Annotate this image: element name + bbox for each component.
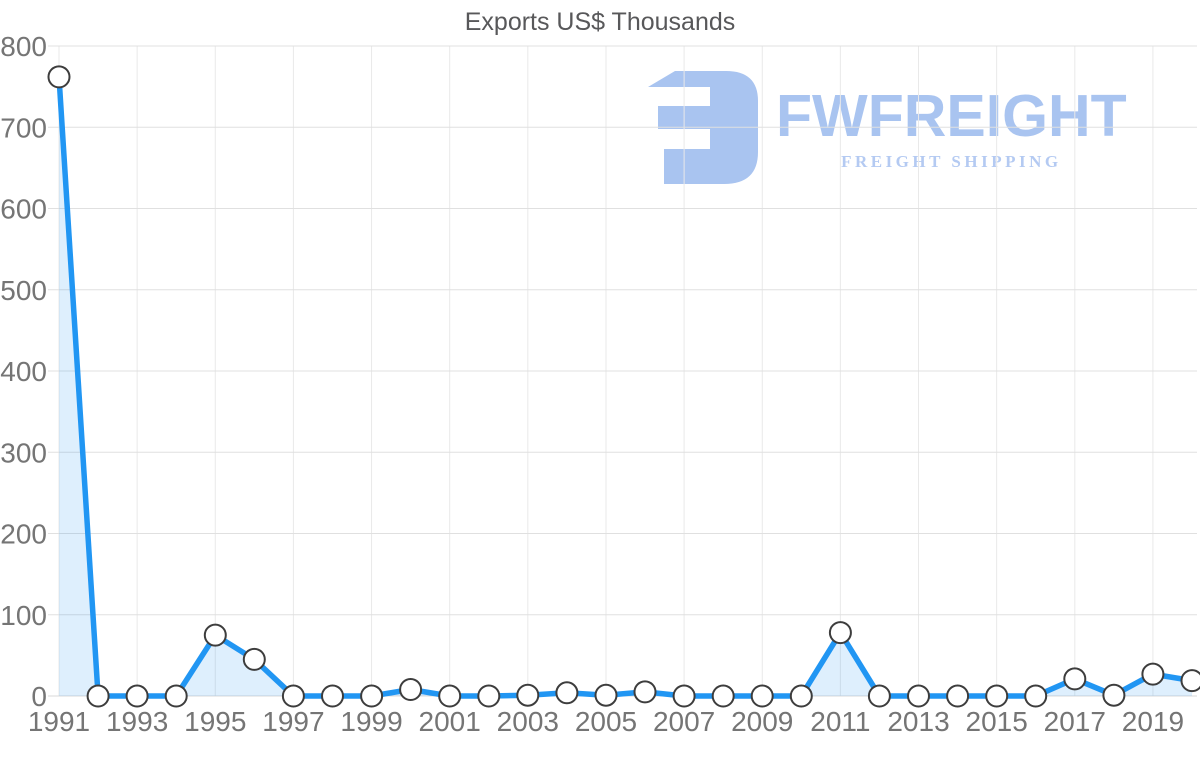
chart-element [1063,667,1087,691]
axis-tick-label: 2009 [731,706,793,737]
axis-tick-label: 1993 [106,706,168,737]
axis-tick-label: 500 [0,275,47,306]
axis-tick-label: 2019 [1122,706,1184,737]
chart-title: Exports US$ Thousands [464,8,736,36]
brand-watermark: FWFREIGHT FREIGHT SHIPPING [648,67,1127,184]
brand-tagline: FREIGHT SHIPPING [841,152,1062,171]
axis-tick-label: 200 [0,519,47,550]
chart-element [56,74,1195,699]
chart-element [59,76,1192,696]
chart-element [594,683,618,707]
axis-tick-label: 1997 [262,706,324,737]
axis-tick-label: 100 [0,600,47,631]
chart-element [438,684,462,708]
axis-tick-label: 2005 [575,706,637,737]
chart-element [516,683,540,707]
axis-tick-label: 2015 [966,706,1028,737]
chart-element [399,678,423,701]
chart-element [477,684,501,708]
chart-element [867,684,891,708]
chart-element [1024,684,1048,708]
chart-element [985,684,1009,708]
chart-element [86,684,110,708]
axis-tick-label: 2011 [810,706,870,737]
chart-element [47,65,71,89]
chart-element [633,680,657,704]
chart-element [555,681,579,705]
chart-element [281,684,305,708]
axis-tick-label: 1991 [28,706,90,737]
axis-tick-label: 1995 [184,706,246,737]
axis-tick-label: 800 [0,31,47,62]
chart-element [203,623,227,647]
axis-tick-label: 600 [0,194,47,225]
chart-element [125,684,149,708]
chart-element [360,684,384,708]
axis-tick-label: 2017 [1044,706,1106,737]
axis-tick-label: 400 [0,356,47,387]
axis-tick-label: 700 [0,112,47,143]
axis-tick-label: 2007 [653,706,715,737]
chart-element [946,684,970,708]
brand-name: FWFREIGHT [776,83,1127,149]
chart-element [1180,669,1200,693]
chart-element [789,684,813,708]
chart-element [242,647,266,671]
chart-element [1102,683,1126,707]
chart-element [164,684,188,708]
axis-tick-label: 2003 [497,706,559,737]
axis-tick-label: 300 [0,437,47,468]
axis-tick-label: 2001 [419,706,481,737]
brand-text-block: FWFREIGHT FREIGHT SHIPPING [776,87,1127,172]
axis-tick-label: 1999 [340,706,402,737]
axis-tick-label: 0 [31,681,47,712]
chart-element [907,684,930,708]
chart-element [828,621,852,645]
chart-element [1141,662,1165,686]
chart-element [321,684,344,708]
axis-tick-label: 2013 [887,706,949,737]
chart-element [750,684,774,708]
chart-element [672,684,696,708]
chart-element [711,684,735,708]
